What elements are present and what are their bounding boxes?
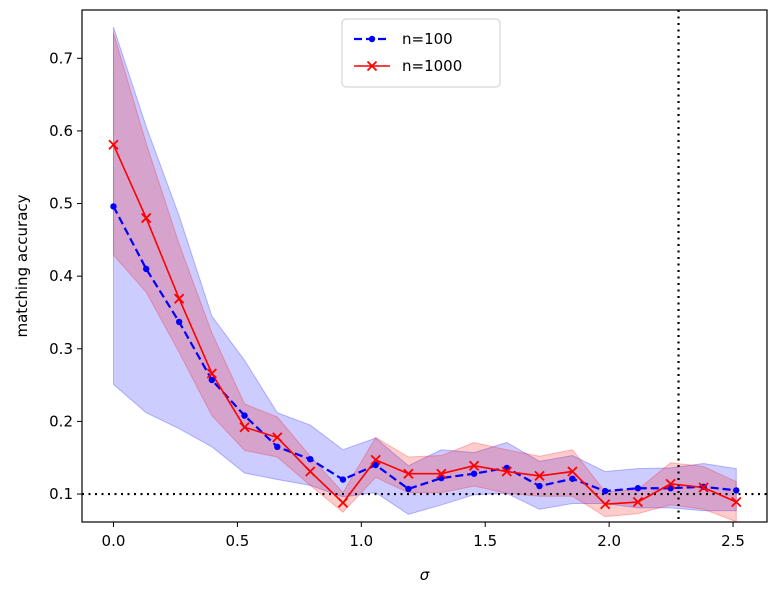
plot-frame (81, 9, 768, 523)
data-point-n=1000 (337, 497, 349, 508)
data-point-n=100 (634, 485, 642, 492)
data-point-n=100 (208, 376, 216, 384)
band-n=100 (112, 26, 737, 515)
data-point-n=1000 (239, 422, 250, 433)
y-tick-label: 0.6 (49, 122, 73, 140)
y-tick-label: 0.4 (49, 267, 73, 285)
y-tick-label: 0.3 (49, 340, 73, 358)
series-markers (108, 139, 742, 510)
data-point-n=1000 (108, 139, 119, 150)
data-point-n=1000 (632, 496, 644, 508)
legend-marker-n=100 (368, 35, 376, 43)
y-axis-label: matching accuracy (13, 194, 31, 337)
data-point-n=1000 (665, 478, 676, 490)
data-point-n=100 (372, 461, 379, 469)
data-point-n=100 (274, 443, 281, 451)
data-point-n=1000 (436, 468, 447, 479)
data-point-n=100 (470, 470, 478, 477)
series-line-n=100 (112, 205, 737, 493)
data-point-n=1000 (468, 460, 480, 471)
data-point-n=100 (110, 203, 117, 210)
data-point-n=1000 (305, 466, 316, 477)
data-point-n=1000 (501, 466, 512, 477)
y-tick-label: 0.7 (49, 49, 73, 67)
x-tick-label: 1.0 (349, 532, 373, 550)
data-point-n=1000 (534, 470, 545, 482)
reference-lines (82, 10, 767, 522)
data-point-n=1000 (141, 212, 152, 224)
x-tick-label: 0.5 (225, 532, 249, 550)
x-axis-label: σ (420, 566, 430, 584)
data-point-n=100 (241, 412, 248, 419)
data-point-n=100 (142, 265, 150, 273)
legend-marker-n=1000 (366, 60, 378, 72)
band-n=1000 (112, 32, 737, 523)
legend: n=100 n=1000 (341, 18, 501, 88)
y-tick-label: 0.1 (49, 485, 73, 503)
data-point-n=100 (405, 485, 412, 493)
legend-label-n=100: n=100 (402, 30, 453, 48)
x-tick-label: 0.0 (102, 532, 126, 550)
data-point-n=100 (175, 318, 183, 326)
x-axis-ticks: 0.0 0.5 1.0 1.5 2.0 2.5 (102, 522, 745, 550)
data-point-n=100 (536, 482, 543, 490)
series-line-n=1000 (112, 144, 737, 506)
y-axis-ticks: 0.1 0.2 0.3 0.4 0.5 0.6 0.7 (49, 49, 82, 503)
legend-label-n=1000: n=1000 (402, 57, 462, 75)
x-tick-label: 2.5 (721, 532, 745, 550)
data-point-n=1000 (567, 466, 578, 477)
data-point-n=1000 (206, 368, 217, 379)
confidence-bands (112, 26, 737, 523)
data-point-n=1000 (174, 293, 185, 304)
y-tick-label: 0.5 (49, 195, 73, 213)
x-tick-label: 1.5 (473, 532, 497, 550)
data-point-n=100 (307, 455, 314, 463)
data-point-n=100 (569, 475, 576, 482)
data-point-n=1000 (370, 454, 381, 466)
series-lines (112, 144, 737, 506)
data-point-n=100 (601, 487, 609, 495)
data-point-n=1000 (272, 432, 283, 443)
data-point-n=100 (733, 487, 740, 494)
legend-box (341, 18, 501, 88)
y-tick-label: 0.2 (49, 412, 73, 430)
data-point-n=100 (339, 476, 347, 483)
data-point-n=1000 (698, 482, 709, 493)
data-point-n=1000 (731, 496, 742, 508)
data-point-n=1000 (403, 468, 414, 479)
data-point-n=1000 (600, 499, 611, 510)
x-tick-label: 2.0 (597, 532, 621, 550)
